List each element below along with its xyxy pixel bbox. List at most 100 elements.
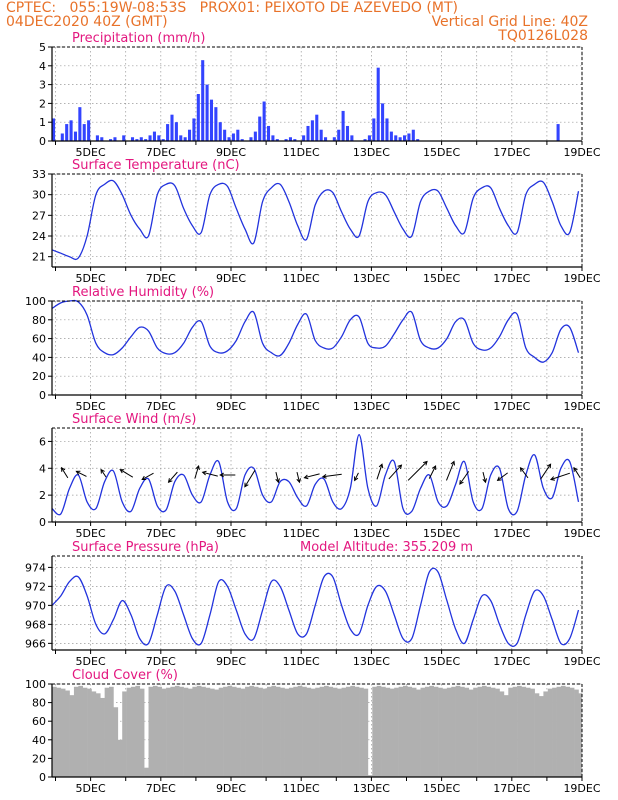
cloud-bar [240,688,246,777]
precip-bar [152,131,156,141]
cloud-bar [205,687,211,777]
cloud-bar [517,685,522,777]
cloud-bar [209,688,215,777]
precip-bar [157,135,161,141]
cloud-bar [174,685,180,777]
precip-bar [196,94,200,141]
cloud-bar [126,687,132,777]
cloud-bar [275,686,281,777]
precip-bar [65,124,69,141]
y-tick-label: 974 [25,561,46,574]
cloud-bar [78,685,84,777]
precip-bar [73,131,78,141]
y-tick-label: 40 [32,734,46,747]
precip-bar [227,137,231,141]
y-tick-label: 30 [32,189,46,202]
wind-arrow [388,464,402,480]
wind-arrow [76,470,87,477]
precip-bar [271,135,275,141]
precip-bar [214,107,218,141]
cloud-bar [341,687,347,777]
precip-bar [166,124,170,141]
precip-bar [139,137,143,141]
cloud-bar [122,691,127,777]
cloud-bar [389,688,395,777]
x-tick-label: 5DEC [76,527,106,540]
wind-arrow [540,463,552,480]
precip-bar [315,114,319,141]
y-tick-label: 60 [32,333,46,346]
wind-arrow [168,471,178,483]
x-tick-label: 13DEC [353,655,390,668]
cloud-bar [438,687,443,777]
x-tick-label: 5DEC [76,782,106,795]
cloud-bar [223,686,228,777]
cloud-bar [144,767,149,777]
wind-arrow [275,471,279,483]
cloud-bar [319,686,325,777]
y-tick-label: 968 [25,618,46,631]
precip-bar [266,125,271,141]
cloud-bar [512,686,518,777]
precip-bar [337,129,341,141]
header-line1: CPTEC: 055:19W-08:53S PROX01: PEIXOTO DE… [6,0,458,16]
cloud-bar [503,695,509,777]
wind-arrow [550,472,571,480]
precip-bar [82,124,86,141]
wind-arrow [202,471,218,477]
cloud-bar [117,739,123,777]
wind-arrow [482,471,487,483]
x-tick-label: 15DEC [423,782,460,795]
cloud-bar [477,686,483,777]
cloud-bar [407,686,413,777]
wind-arrow-head [482,478,488,484]
cloud-bar [578,693,582,777]
wind-arrow-head [201,470,207,476]
precip-bar [306,125,310,141]
wind-arrow-head [296,478,301,484]
x-tick-label: 11DEC [283,400,320,413]
cloud-bar [451,686,456,777]
x-tick-label: 7DEC [146,527,176,540]
precip-bar [310,120,314,141]
cloud-bar [372,686,377,777]
x-tick-label: 19DEC [563,272,600,285]
y-tick-label: 972 [25,580,46,593]
panel-title: Relative Humidity (%) [72,285,214,300]
cloud-bar [236,687,241,777]
y-tick-label: 33 [32,168,46,181]
cloud-bar [556,686,562,777]
cloud-bar [442,688,448,777]
cloud-bar [481,685,487,777]
precip-bar [148,135,152,141]
precip-bar [293,139,297,141]
cloud-bar [218,687,224,777]
precip-bar [183,137,187,141]
cloud-bar [73,686,79,777]
cloud-bar [95,693,101,777]
cloud-bar [446,687,452,777]
wind-arrow-head [321,474,327,479]
x-tick-label: 17DEC [493,782,530,795]
precip-bar [95,135,99,141]
precip-bar [179,135,183,141]
precip-bar [205,84,209,141]
cloud-bar [157,686,162,777]
cloud-bar [328,686,334,777]
precip-bar [253,131,257,141]
cloud-bar [495,688,500,777]
precip-bar [324,137,328,141]
precip-bar [236,129,240,141]
x-tick-label: 9DEC [216,272,246,285]
cloud-bar [227,685,233,777]
cloud-bar [525,687,531,777]
precip-bar [345,125,350,141]
y-tick-label: 27 [32,209,46,222]
y-tick-label: 24 [32,230,46,243]
x-tick-label: 19DEC [563,527,600,540]
panel-title: Surface Pressure (hPa) [72,540,219,555]
precip-bar [209,99,214,141]
cloud-bar [188,688,193,777]
y-tick-label: 0 [39,516,46,529]
y-tick-label: 5 [39,41,46,54]
